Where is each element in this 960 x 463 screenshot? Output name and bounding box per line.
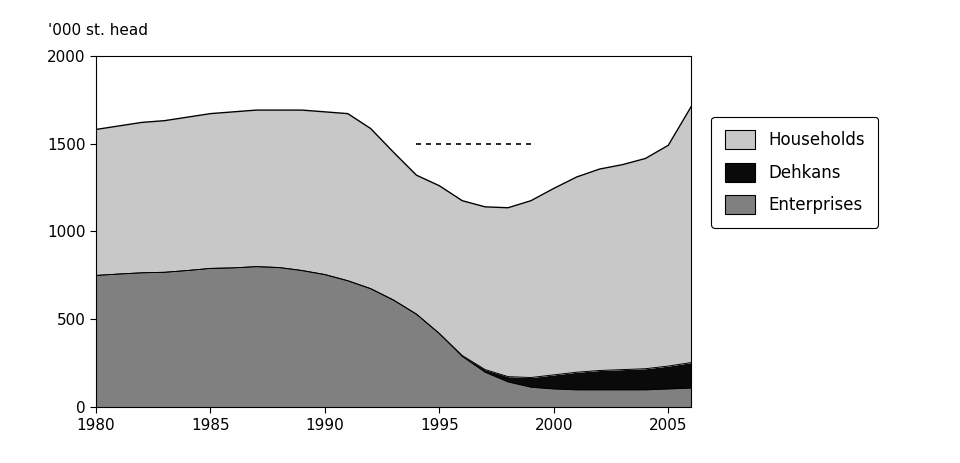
Text: '000 st. head: '000 st. head bbox=[48, 23, 149, 38]
Legend: Households, Dehkans, Enterprises: Households, Dehkans, Enterprises bbox=[711, 117, 878, 228]
